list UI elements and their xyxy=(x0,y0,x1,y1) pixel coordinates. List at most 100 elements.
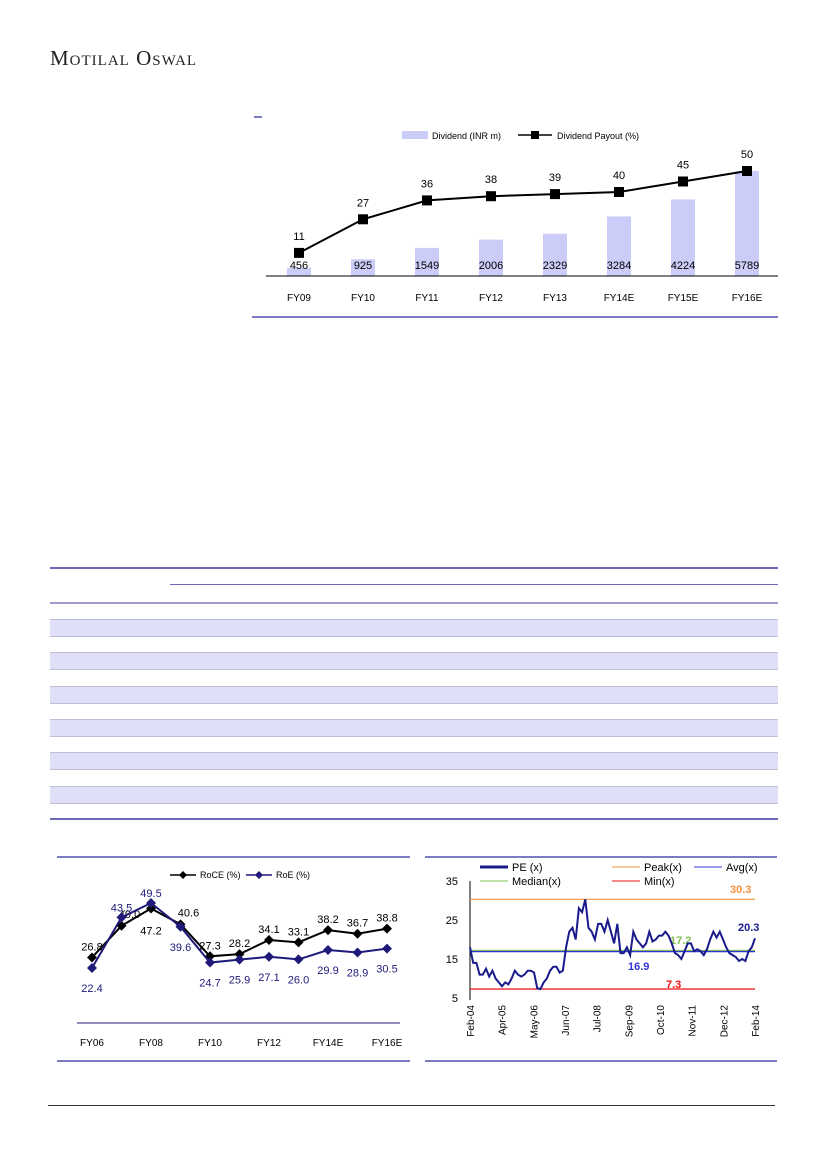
roce-marker xyxy=(87,952,97,963)
legend-roce: RoCE (%) xyxy=(200,870,241,880)
bar-dividend xyxy=(479,239,503,276)
x-tick-label: FY10 xyxy=(198,1038,222,1049)
roce-marker xyxy=(323,925,333,936)
legend-swatch-dividend xyxy=(402,131,428,139)
y-tick-label: 35 xyxy=(446,876,458,888)
roe-value-label: 27.1 xyxy=(258,972,279,984)
payout-value-label: 11 xyxy=(293,231,304,243)
x-tick-label: FY14E xyxy=(313,1038,344,1049)
x-tick-label: FY09 xyxy=(287,293,311,304)
x-tick-label: FY10 xyxy=(351,293,375,304)
roce-value-label: 34.1 xyxy=(258,924,279,936)
y-tick-label: 5 xyxy=(452,993,458,1005)
x-tick-label: FY12 xyxy=(479,293,503,304)
x-tick-label: FY13 xyxy=(543,293,567,304)
roe-value-label: 49.5 xyxy=(140,888,161,900)
roce-value-label: 40.6 xyxy=(178,907,199,919)
roe-marker xyxy=(234,954,245,965)
x-tick-label: Jul-08 xyxy=(593,1005,604,1033)
x-tick-label: Dec-12 xyxy=(719,1005,730,1038)
roce-marker xyxy=(234,949,245,960)
payout-value-label: 40 xyxy=(613,170,625,182)
roe-value-label: 22.4 xyxy=(81,983,102,995)
bar-dividend xyxy=(735,171,759,276)
payout-line xyxy=(298,170,748,254)
payout-value-label: 50 xyxy=(741,149,753,161)
bar-value-label: 3284 xyxy=(607,260,631,272)
legend-marker-roce xyxy=(179,871,187,879)
roe-marker xyxy=(146,898,156,908)
bar-value-label: 925 xyxy=(354,260,372,272)
reference-value-label: 16.9 xyxy=(628,961,649,973)
legend-label: Peak(x) xyxy=(644,862,682,874)
legend-marker-roe xyxy=(255,871,263,879)
x-tick-label: Oct-10 xyxy=(656,1005,667,1035)
payout-marker xyxy=(550,189,560,200)
x-tick-label: FY16E xyxy=(372,1038,403,1049)
reference-value-label: 30.3 xyxy=(730,884,751,896)
bar-value-label: 2006 xyxy=(479,260,503,272)
bar-value-label: 1549 xyxy=(415,260,439,272)
payout-marker xyxy=(294,247,304,258)
roe-marker xyxy=(323,945,333,956)
bar-dividend xyxy=(351,259,375,276)
payout-marker xyxy=(678,176,688,187)
footer-rule xyxy=(48,1105,775,1106)
x-tick-label: Jun-07 xyxy=(561,1005,572,1036)
pe-line xyxy=(469,899,756,991)
roe-value-label: 30.5 xyxy=(376,964,397,976)
roe-marker xyxy=(293,954,304,965)
roe-value-label: 43.5 xyxy=(111,902,132,914)
reference-value-label: 17.2 xyxy=(670,935,691,947)
x-tick-label: FY11 xyxy=(415,293,439,304)
x-tick-label: FY15E xyxy=(668,293,699,304)
roe-marker xyxy=(175,921,186,932)
bar-dividend xyxy=(607,216,631,276)
payout-marker xyxy=(486,191,496,202)
x-tick-label: FY12 xyxy=(257,1038,281,1049)
bar-dividend xyxy=(287,267,311,276)
legend-label: Min(x) xyxy=(644,876,675,888)
y-tick-label: 25 xyxy=(446,915,458,927)
roe-value-label: 39.6 xyxy=(170,942,191,954)
motilal-oswal-logo: Motilal Oswal xyxy=(50,46,198,70)
bar-dividend xyxy=(543,233,567,276)
legend-marker-payout xyxy=(531,131,539,139)
roe-marker xyxy=(116,912,127,923)
x-tick-label: FY08 xyxy=(139,1038,163,1049)
roce-value-label: 27.3 xyxy=(199,940,220,952)
roce-value-label: 38.2 xyxy=(317,914,338,926)
y-tick-label: 15 xyxy=(446,954,458,966)
legend-payout: Dividend Payout (%) xyxy=(557,131,639,141)
legend-label: Median(x) xyxy=(512,876,561,888)
payout-value-label: 45 xyxy=(677,160,689,172)
pe-end-label: 20.3 xyxy=(738,922,759,934)
payout-marker xyxy=(614,187,624,197)
roce-value-label: 38.8 xyxy=(376,913,397,925)
payout-value-label: 38 xyxy=(485,174,497,186)
roce-value-label: 47.2 xyxy=(140,926,161,938)
roe-value-label: 29.9 xyxy=(317,965,338,977)
payout-value-label: 27 xyxy=(357,197,369,209)
roce-marker xyxy=(293,937,304,948)
x-tick-label: Feb-14 xyxy=(751,1005,762,1037)
payout-marker xyxy=(358,214,368,225)
roce-value-label: 26.8 xyxy=(81,941,102,953)
bar-dividend xyxy=(671,199,695,276)
x-tick-label: Sep-09 xyxy=(624,1005,635,1038)
roe-value-label: 28.9 xyxy=(347,967,368,979)
roce-value-label: 36.7 xyxy=(347,918,368,930)
bar-value-label: 4224 xyxy=(671,260,695,272)
roe-marker xyxy=(205,957,215,968)
reference-value-label: 7.3 xyxy=(666,979,681,991)
bar-dividend xyxy=(415,247,439,276)
roe-marker xyxy=(352,947,363,958)
roce-value-label: 28.2 xyxy=(229,938,250,950)
roce-marker xyxy=(264,934,274,945)
legend-label: PE (x) xyxy=(512,862,543,874)
roce-marker xyxy=(382,923,392,934)
roe-marker xyxy=(382,943,392,954)
x-tick-label: May-06 xyxy=(529,1005,540,1039)
